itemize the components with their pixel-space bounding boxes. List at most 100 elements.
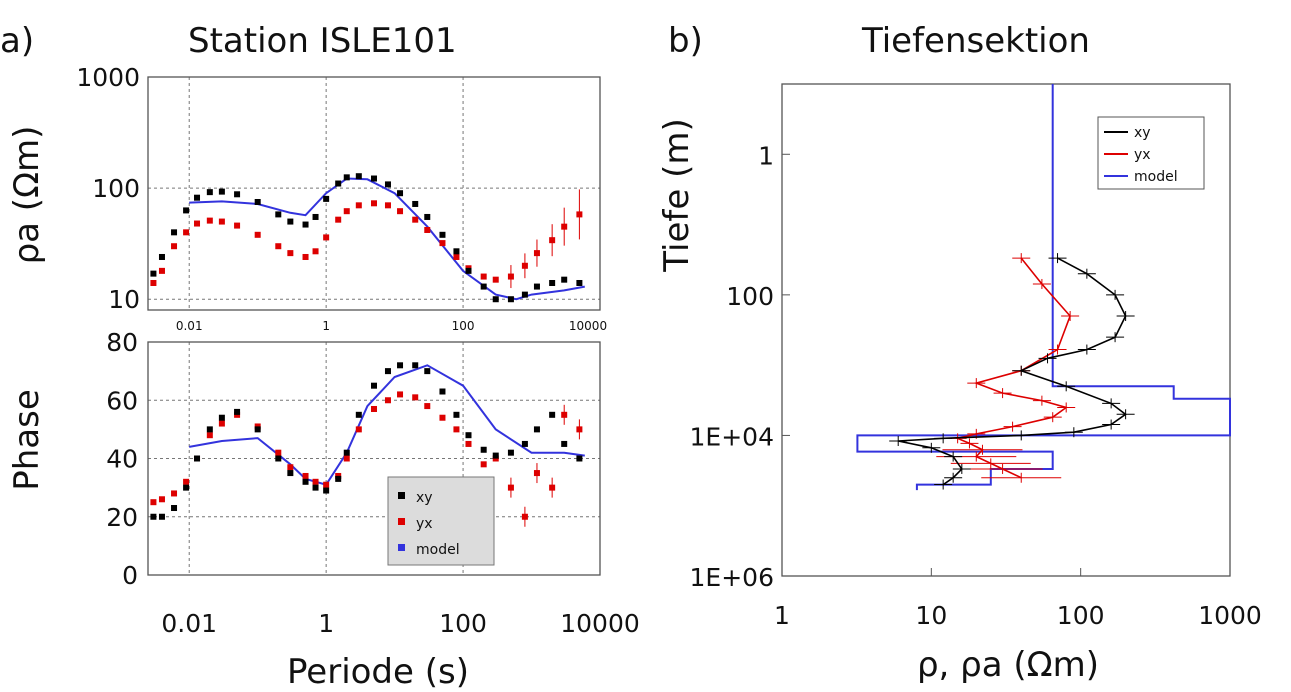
phase-yx-point	[507, 484, 514, 491]
phase-yx-point	[171, 490, 178, 497]
phase-xy-point	[507, 449, 514, 456]
rho-xy-point	[254, 198, 261, 205]
rho-xy-point	[343, 174, 350, 181]
phase-yx-point	[384, 397, 391, 404]
phase-xy-point	[218, 414, 225, 421]
rho-model-curve	[189, 177, 585, 301]
depth-ytick-label: 1E+06	[690, 563, 774, 592]
phase-ytick-label: 80	[106, 328, 138, 357]
rho-yx-point	[492, 276, 499, 283]
rho-xy-point	[150, 270, 157, 277]
phase-xy-point	[158, 513, 165, 520]
depth-legend-label: yx	[1134, 147, 1151, 163]
phase-yx-point	[533, 470, 540, 477]
phase-yx-point	[158, 496, 165, 503]
phase-xy-point	[206, 426, 213, 433]
phase-xtick-label: 1	[318, 609, 334, 638]
rho-yx-point	[549, 237, 556, 244]
depth-legend-label: xy	[1134, 125, 1151, 141]
phase-xy-point	[150, 513, 157, 520]
phase-xy-point	[312, 484, 319, 491]
rho-xtick-label: 100	[452, 319, 475, 333]
phase-xy-point	[384, 368, 391, 375]
rho-yx-point	[158, 267, 165, 274]
rho-xy-point	[492, 296, 499, 303]
rho-ytick-label: 100	[92, 174, 140, 203]
rho-yx-point	[453, 253, 460, 260]
rho-yx-point	[424, 226, 431, 233]
rho-yx-point	[234, 222, 241, 229]
rho-plot-frame	[147, 76, 601, 311]
rho-xy-point	[549, 279, 556, 286]
rho-xy-point	[576, 279, 583, 286]
phase-xy-point	[287, 470, 294, 477]
rho-xy-point	[397, 190, 404, 197]
rho-xy-point	[384, 181, 391, 188]
rho-yx-point	[183, 229, 190, 236]
rho-xy-point	[194, 194, 201, 201]
panel-a-top-ylabel: ρa (Ωm)	[7, 126, 47, 265]
phase-xtick-label: 0.01	[161, 609, 217, 638]
phase-yx-point	[480, 461, 487, 468]
rho-xy-point	[480, 283, 487, 290]
rho-yx-point	[150, 279, 157, 286]
phase-xy-point	[194, 455, 201, 462]
rho-xy-point	[453, 248, 460, 255]
phase-yx-point	[453, 426, 460, 433]
phase-yx-point	[355, 426, 362, 433]
rho-yx-point	[335, 216, 342, 223]
phase-xy-point	[549, 411, 556, 418]
phase-xy-point	[453, 411, 460, 418]
phase-yx-point	[465, 440, 472, 447]
rho-yx-point	[439, 240, 446, 247]
rho-xy-point	[561, 276, 568, 283]
phase-xy-point	[412, 362, 419, 369]
rho-xy-point	[287, 218, 294, 225]
phase-ytick-label: 40	[106, 445, 138, 474]
phase-plot-frame	[147, 341, 601, 576]
phase-ytick-label: 0	[122, 561, 138, 590]
rho-xy-point	[371, 175, 377, 182]
rho-xy-point	[533, 283, 540, 290]
depth-ytick-label: 1	[758, 141, 774, 170]
rho-yx-point	[275, 243, 282, 250]
rho-yx-point	[561, 223, 568, 230]
plot-layer: 10 100 1000 0.01 1 100 10000 0 20 40 60 80 0.01 1 100 1…	[76, 63, 1261, 638]
rho-yx-point	[287, 250, 294, 257]
rho-xy-point	[218, 188, 225, 195]
phase-xtick-label: 10000	[560, 609, 640, 638]
rho-xy-point	[424, 213, 431, 220]
rho-ytick-label: 1000	[76, 63, 140, 92]
phase-xy-point	[323, 487, 330, 494]
phase-yx-point	[521, 513, 528, 520]
phase-yx-point	[412, 394, 419, 401]
phase-yx-point	[312, 478, 319, 485]
rho-yx-point	[384, 202, 391, 209]
phase-yx-point	[323, 481, 330, 488]
rho-yx-point	[533, 250, 540, 257]
phase-xy-point	[576, 455, 583, 462]
phase-xy-point	[465, 432, 472, 439]
depth-ytick-label: 100	[726, 282, 774, 311]
rho-yx-point	[312, 248, 319, 255]
panel-b-xlabel: ρ, ρa (Ωm)	[917, 645, 1099, 685]
phase-xy-point	[171, 505, 178, 512]
phase-xy-point	[561, 440, 568, 447]
rho-yx-point	[254, 231, 261, 238]
phase-ytick-label: 20	[106, 503, 138, 532]
depth-legend-label: model	[1134, 169, 1178, 185]
rho-yx-point	[576, 211, 583, 218]
depth-plot-frame	[781, 83, 1231, 577]
phase-model-curve	[189, 364, 585, 486]
rho-xy-point	[335, 180, 342, 187]
phase-yx-point	[549, 484, 556, 491]
depth-xtick-label: 10	[915, 601, 947, 630]
panel-a-title: Station ISLE101	[188, 21, 457, 61]
phase-yx-point	[287, 464, 294, 471]
phase-xy-point	[355, 411, 362, 418]
depth-xtick-label: 1000	[1198, 601, 1262, 630]
rho-xy-point	[323, 195, 330, 202]
phase-xy-point	[302, 478, 309, 485]
panel-a-xlabel: Periode (s)	[287, 652, 469, 692]
